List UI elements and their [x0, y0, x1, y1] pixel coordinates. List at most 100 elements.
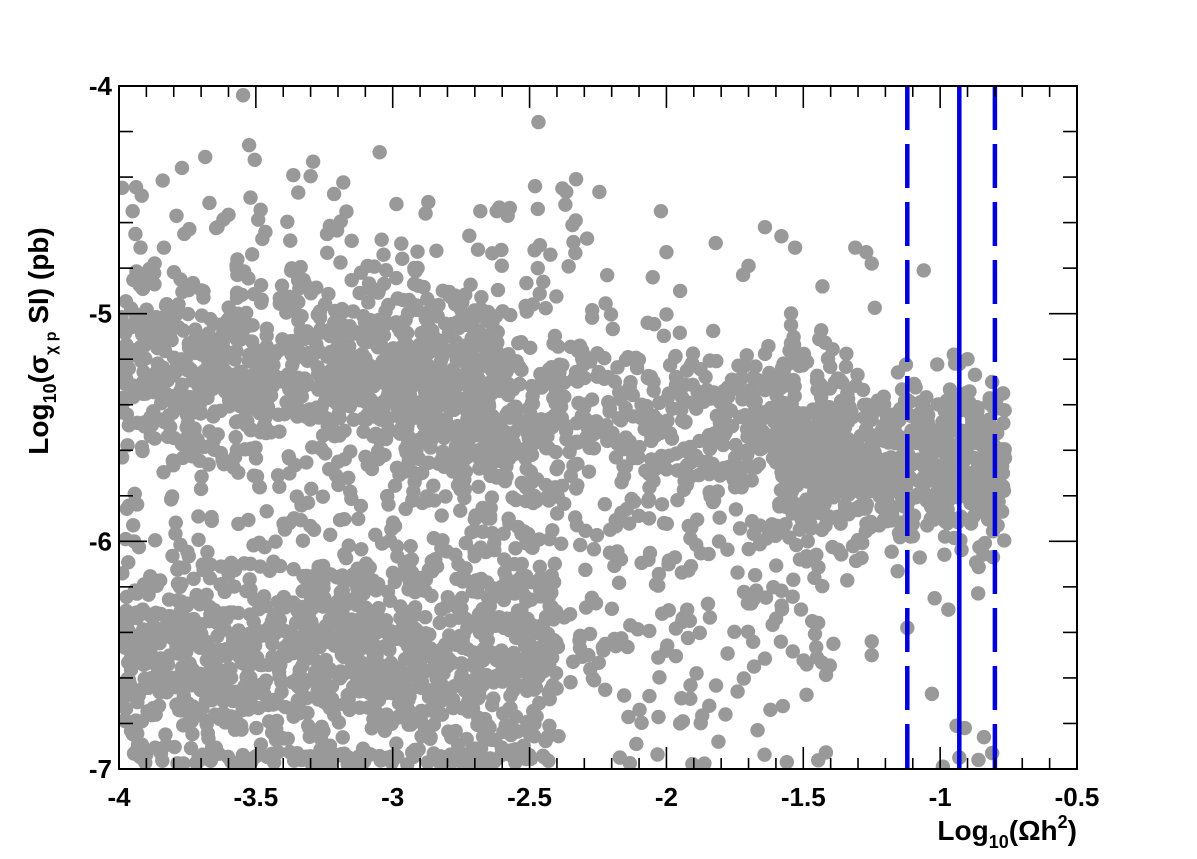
data-point: [148, 707, 163, 722]
data-point: [450, 314, 465, 330]
data-point: [345, 661, 360, 677]
data-point: [750, 372, 766, 388]
data-point: [159, 685, 174, 700]
data-point: [146, 404, 161, 419]
data-point: [119, 348, 129, 363]
data-point: [809, 650, 825, 665]
x-tick-label: -1.5: [781, 782, 826, 812]
data-point: [800, 534, 815, 549]
data-point: [728, 437, 743, 453]
data-point: [506, 722, 521, 737]
data-point: [405, 465, 420, 480]
data-point: [562, 607, 578, 622]
data-point: [147, 678, 163, 693]
data-point: [458, 535, 473, 551]
data-point: [311, 410, 327, 425]
data-point: [527, 488, 542, 504]
data-point: [519, 423, 534, 438]
data-point: [338, 627, 353, 643]
data-point: [303, 168, 318, 184]
data-point: [410, 244, 425, 259]
data-point: [119, 180, 130, 196]
data-point: [147, 277, 162, 292]
data-point: [247, 152, 262, 167]
data-point: [332, 512, 348, 528]
data-point: [194, 283, 209, 298]
data-point: [364, 461, 380, 477]
data-point: [661, 557, 676, 572]
tick-labels: -4 -3.5 -3 -2.5 -2 -1.5 -1 -0.5 -4 -5 -6 -7: [89, 71, 1100, 812]
data-point: [583, 662, 598, 677]
data-point: [521, 646, 537, 661]
data-point: [818, 518, 833, 533]
data-point: [221, 399, 237, 414]
data-point: [442, 367, 458, 382]
data-point: [291, 699, 307, 714]
data-point: [301, 720, 317, 736]
data-point: [757, 219, 773, 235]
data-point: [403, 345, 419, 360]
data-point: [259, 347, 274, 362]
data-point: [779, 754, 795, 769]
data-point: [799, 554, 814, 569]
data-point: [568, 364, 584, 380]
data-point: [199, 717, 214, 732]
data-point: [605, 321, 621, 337]
data-point: [361, 295, 376, 310]
data-point: [523, 340, 538, 356]
data-point: [380, 488, 395, 504]
data-point: [750, 722, 765, 738]
data-point: [793, 602, 809, 617]
data-point: [720, 542, 735, 557]
data-point: [984, 745, 1000, 761]
data-point: [178, 351, 193, 367]
data-point: [757, 747, 772, 762]
data-point: [258, 425, 274, 441]
data-point: [598, 636, 613, 652]
data-point: [470, 242, 486, 257]
data-point: [659, 244, 674, 260]
data-point: [736, 671, 752, 686]
data-point: [757, 651, 773, 666]
data-point: [631, 450, 646, 465]
data-point: [372, 145, 387, 160]
data-point: [134, 188, 149, 203]
data-point: [173, 594, 189, 609]
x-axis-title: Log10(Ωh2): [937, 812, 1077, 852]
data-point: [672, 283, 688, 299]
data-point: [235, 702, 250, 718]
data-point: [570, 435, 586, 450]
data-point: [229, 714, 245, 730]
data-point: [326, 636, 341, 651]
data-point: [389, 539, 405, 554]
data-point: [563, 675, 578, 690]
data-point: [499, 459, 514, 474]
data-point: [286, 167, 301, 183]
data-point: [305, 154, 321, 169]
data-point: [268, 534, 283, 549]
data-point: [567, 510, 583, 525]
data-point: [654, 497, 670, 512]
axis-ticks: [118, 85, 1078, 770]
data-point: [523, 464, 538, 480]
x-axis-title-rest: (Ωh: [1009, 815, 1058, 846]
data-point: [473, 571, 489, 587]
data-point: [525, 437, 541, 452]
data-point: [808, 478, 823, 494]
data-point: [740, 429, 755, 444]
data-point: [128, 226, 143, 242]
data-point: [136, 577, 152, 592]
data-point: [978, 473, 994, 489]
data-point: [603, 307, 619, 322]
data-point: [166, 458, 181, 473]
data-point: [744, 514, 760, 529]
data-point: [432, 615, 447, 631]
data-point: [774, 229, 789, 244]
data-point: [731, 358, 746, 373]
data-point: [859, 408, 875, 423]
data-point: [531, 114, 546, 130]
data-point: [410, 375, 426, 390]
data-point: [438, 489, 453, 504]
data-point: [401, 692, 416, 707]
data-point: [775, 468, 790, 484]
